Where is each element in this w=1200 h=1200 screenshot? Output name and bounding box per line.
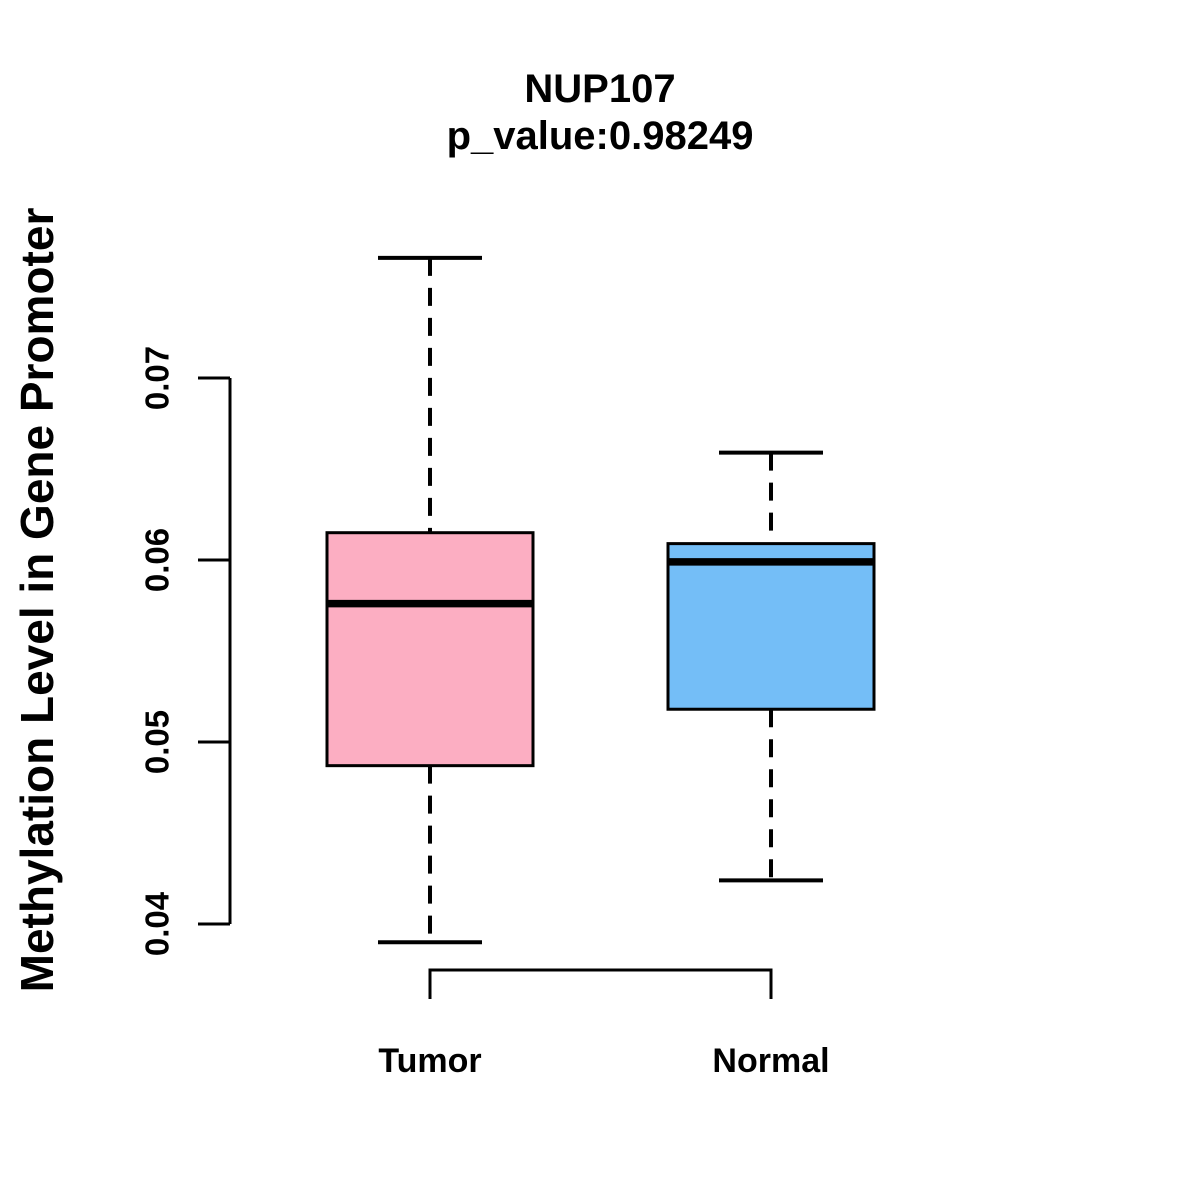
y-tick-label: 0.05: [139, 710, 176, 774]
y-tick-label: 0.06: [139, 528, 176, 592]
y-tick-label: 0.07: [139, 346, 176, 410]
iqr-box-normal: [666, 542, 876, 711]
group-label-normal: Normal: [712, 1042, 829, 1080]
group-label-tumor: Tumor: [378, 1042, 481, 1080]
iqr-box-tumor: [325, 531, 535, 768]
x-axis-bracket: [428, 968, 773, 999]
y-tick-label: 0.04: [139, 891, 176, 956]
